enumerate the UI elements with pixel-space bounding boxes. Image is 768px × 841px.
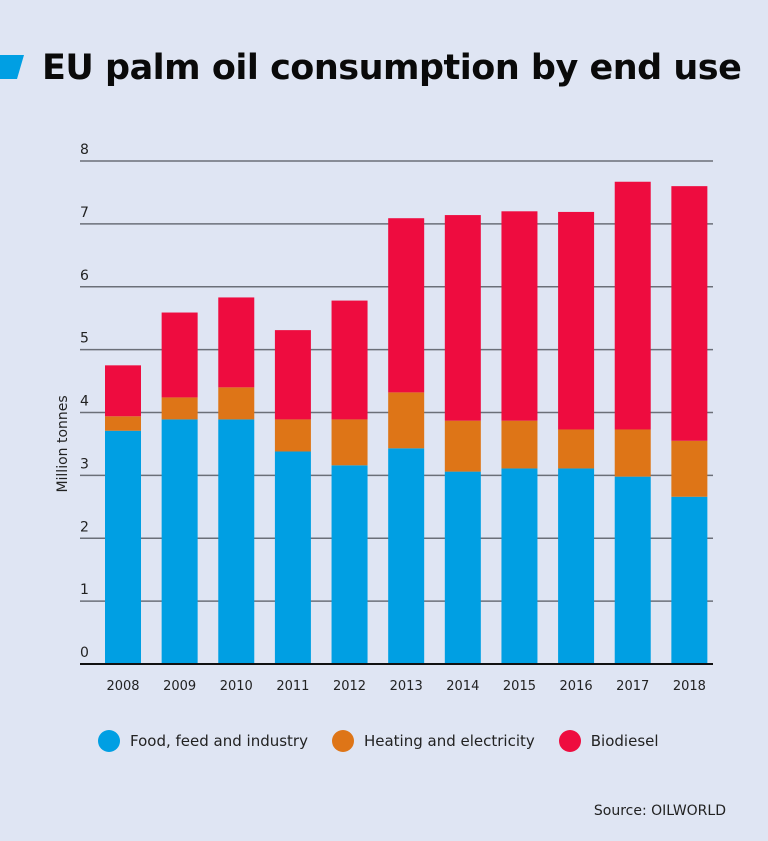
y-tick-label: 1 (80, 582, 89, 598)
x-tick-label: 2014 (446, 679, 479, 694)
x-tick-label: 2018 (673, 679, 706, 694)
bar-segment (558, 211, 595, 430)
y-tick-label: 0 (80, 645, 89, 661)
plot-area: 0 1 2 3 4 5 6 7 8 Million tonnes 2008 2009 2010 2011 2… (55, 142, 713, 694)
bar-segment (388, 392, 425, 449)
bar-segment (331, 465, 368, 664)
y-tick-label: 8 (80, 142, 89, 158)
x-tick-label: 2012 (333, 679, 366, 694)
bar-segment (218, 297, 255, 388)
legend-item-biodiesel: Biodiesel (558, 730, 659, 752)
bar-segment (614, 476, 651, 664)
bar-segment (558, 468, 595, 664)
bar-segment (161, 312, 198, 398)
bar-segment (558, 429, 595, 469)
x-tick-label: 2015 (503, 679, 536, 694)
bar-segment (218, 419, 255, 664)
bar-segment (614, 429, 651, 477)
bar-segment (161, 419, 198, 664)
bar-segment (501, 420, 538, 469)
legend-item-heating: Heating and electricity (331, 730, 535, 752)
legend-label: Biodiesel (590, 732, 659, 750)
y-tick-label: 7 (80, 205, 89, 221)
bar-segment (331, 300, 368, 420)
bar-segment (218, 387, 255, 420)
bar-segment (501, 468, 538, 664)
bar-segment (274, 419, 311, 452)
legend-item-food: Food, feed and industry (98, 730, 308, 752)
y-tick-label: 2 (80, 519, 89, 535)
brand-flag-icon (0, 55, 24, 79)
y-axis-label: Million tonnes (55, 395, 71, 492)
bar-segment (444, 420, 481, 472)
bar-segment (274, 330, 311, 420)
x-tick-label: 2010 (220, 679, 253, 694)
bar-segment (444, 215, 481, 421)
bar-segment (501, 211, 538, 421)
y-tick-label: 5 (80, 331, 89, 347)
x-tick-label: 2017 (616, 679, 649, 694)
bar-segment (671, 496, 708, 664)
y-tick-label: 6 (80, 268, 89, 284)
x-tick-label: 2008 (106, 679, 139, 694)
bar-segment (388, 218, 425, 393)
legend-swatch (98, 730, 120, 752)
source-note: Source: OILWORLD (593, 803, 726, 819)
legend-swatch (331, 730, 354, 752)
legend-label: Food, feed and industry (130, 732, 308, 750)
x-tick-label: 2009 (163, 679, 196, 694)
bar-segment (388, 448, 425, 664)
bar-segment (671, 186, 708, 441)
x-tick-label: 2016 (560, 679, 593, 694)
bar-segment (105, 365, 141, 417)
legend-label: Heating and electricity (363, 732, 535, 750)
bar-segment (161, 397, 198, 420)
bar-segment (105, 430, 141, 664)
y-tick-label: 4 (80, 394, 89, 410)
bar-segment (614, 181, 651, 430)
chart-title: EU palm oil consumption by end use (42, 48, 742, 88)
bar-segment (331, 419, 368, 466)
legend-swatch (558, 730, 581, 752)
y-tick-label: 3 (80, 456, 89, 472)
bar-segment (671, 440, 708, 497)
bar-segment (274, 451, 311, 664)
bar-segment (444, 471, 481, 664)
x-tick-label: 2011 (276, 679, 309, 694)
x-tick-label: 2013 (390, 679, 423, 694)
legend: Food, feed and industry Heating and elec… (98, 730, 659, 752)
bar-segment (105, 416, 141, 431)
